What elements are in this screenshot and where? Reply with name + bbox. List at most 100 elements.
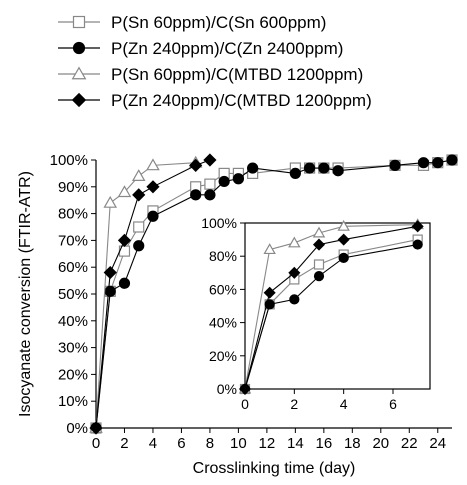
y-tick-label: 60%	[58, 259, 88, 276]
data-point-series-2	[304, 162, 316, 174]
x-tick-label: 6	[177, 435, 185, 452]
data-point-series-4	[288, 266, 301, 279]
data-point-series-2	[247, 162, 259, 174]
legend-entry: P(Sn 60ppm)/C(MTBD 1200ppm)	[58, 65, 363, 84]
data-point-series-2	[289, 294, 300, 305]
y-tick-label: 80%	[58, 206, 88, 223]
x-tick-label: 22	[401, 435, 418, 452]
data-point-series-3	[103, 195, 118, 208]
x-tick-label: 16	[315, 435, 332, 452]
y-tick-label: 40%	[209, 315, 237, 331]
data-point-series-2	[218, 175, 230, 188]
series-line-3	[244, 224, 418, 390]
x-tick-label: 4	[149, 435, 157, 452]
inset-plot: 0% 20% 40% 60% 80% 100% 0 2 4 6	[201, 215, 431, 412]
series-line-4	[244, 225, 418, 390]
data-point-series-4	[312, 238, 326, 251]
x-tick-label: 4	[340, 396, 348, 412]
legend-marker	[72, 41, 86, 55]
legend-marker	[71, 92, 87, 108]
y-tick-label: 20%	[209, 348, 237, 364]
y-tick-label: 40%	[58, 313, 88, 330]
data-point-series-4	[238, 382, 252, 396]
y-tick-label: 10%	[58, 393, 88, 410]
y-tick-label: 50%	[58, 286, 88, 303]
data-point-series-4	[146, 180, 160, 194]
x-tick-label: 10	[230, 435, 247, 452]
y-tick-label: 70%	[58, 232, 88, 249]
x-tick-label: 14	[287, 435, 304, 452]
data-point-series-1	[313, 259, 325, 270]
y-tick-label: 90%	[58, 179, 88, 196]
x-tick-label: 0	[241, 396, 249, 412]
data-point-series-4	[117, 233, 132, 247]
legend-entry: P(Zn 240ppm)/C(MTBD 1200ppm)	[58, 91, 372, 110]
y-tick-label: 0%	[66, 420, 88, 437]
data-point-series-1	[204, 178, 216, 190]
x-tick-label: 12	[259, 435, 276, 452]
data-point-series-3	[146, 158, 160, 171]
data-point-series-3	[312, 226, 326, 238]
data-point-series-4	[132, 188, 146, 202]
data-point-series-3	[288, 236, 301, 248]
plot-background	[245, 223, 430, 389]
y-tick-label: 20%	[58, 366, 88, 383]
x-tick-label: 20	[372, 435, 389, 452]
y-axis-title: Isocyanate conversion (FTIR-ATR)	[17, 171, 34, 417]
data-point-series-1	[133, 221, 145, 233]
data-point-series-3	[131, 169, 146, 181]
y-tick-label: 100%	[201, 215, 237, 231]
y-tick-label: 60%	[209, 281, 237, 297]
data-point-series-2	[133, 240, 145, 252]
data-point-series-2	[232, 173, 244, 185]
x-axis-title: Crosslinking time (day)	[193, 460, 356, 477]
x-tick-label: 2	[120, 435, 128, 452]
plot-frame	[244, 222, 431, 390]
legend-label: P(Zn 240ppm)/C(MTBD 1200ppm)	[111, 91, 372, 110]
data-point-series-2	[118, 277, 131, 289]
x-tick-label: 2	[290, 396, 298, 412]
data-point-series-2	[417, 157, 430, 169]
data-point-series-4	[203, 153, 217, 167]
legend-label: P(Zn 240ppm)/C(Zn 2400ppm)	[111, 39, 343, 58]
data-point-series-2	[204, 189, 216, 201]
data-point-series-2	[190, 189, 202, 201]
series-line-2	[244, 244, 418, 390]
data-point-series-3	[337, 219, 350, 231]
data-point-series-2	[389, 159, 401, 171]
chart-legend: P(Sn 60ppm)/C(Sn 600ppm) P(Zn 240ppm)/C(Z…	[58, 13, 372, 110]
data-point-series-3	[263, 243, 276, 255]
legend-label: P(Sn 60ppm)/C(MTBD 1200ppm)	[111, 65, 363, 84]
data-point-series-2	[338, 252, 349, 263]
data-point-series-2	[446, 154, 458, 166]
x-tick-label: 6	[389, 396, 397, 412]
data-point-series-2	[412, 239, 423, 250]
x-tick-label: 18	[344, 435, 361, 452]
x-tick-label: 8	[206, 435, 214, 452]
data-point-series-4	[103, 265, 117, 280]
legend-entry: P(Sn 60ppm)/C(Sn 600ppm)	[58, 13, 326, 32]
data-point-series-2	[313, 271, 325, 282]
series-line-3	[95, 162, 196, 429]
data-point-series-4	[411, 220, 424, 233]
data-point-series-2	[147, 210, 159, 222]
data-point-series-4	[89, 421, 103, 435]
y-tick-label: 0%	[217, 381, 237, 397]
main-plot: 0%10%20%30%40%50%60%70%80%90%100%0 2 4 6 8 10…	[17, 152, 458, 477]
legend-marker	[71, 66, 87, 80]
data-point-series-2	[104, 285, 116, 297]
data-point-series-3	[117, 185, 132, 198]
data-point-series-2	[289, 167, 301, 179]
legend-entry: P(Zn 240ppm)/C(Zn 2400ppm)	[58, 39, 343, 58]
data-point-series-2	[332, 165, 344, 177]
y-tick-label: 100%	[50, 152, 88, 169]
data-point-series-2	[432, 157, 444, 169]
data-point-series-4	[337, 233, 350, 246]
data-point-series-2	[318, 162, 330, 174]
x-tick-label: 24	[429, 435, 446, 452]
x-tick-label: 0	[92, 435, 100, 452]
y-tick-label: 30%	[58, 340, 88, 357]
data-point-series-4	[263, 286, 276, 299]
data-point-series-4	[189, 158, 203, 172]
